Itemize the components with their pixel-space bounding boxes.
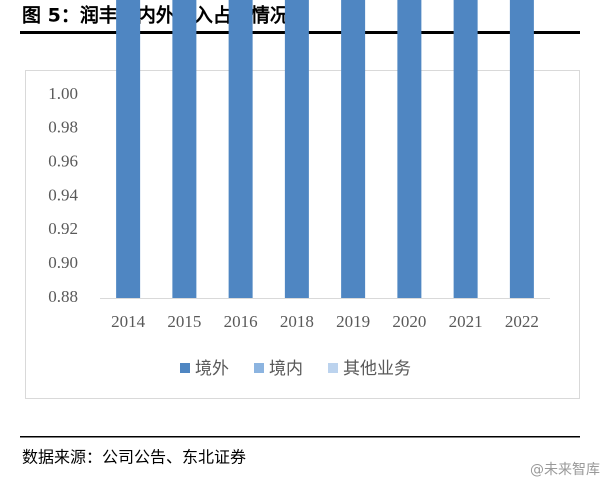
legend-label: 其他业务 [343, 359, 411, 379]
bar-segment [116, 0, 141, 298]
y-tick-label: 1.00 [48, 84, 78, 103]
y-tick-label: 0.96 [48, 152, 78, 171]
y-tick-label: 0.90 [48, 253, 78, 272]
x-tick-label: 2018 [280, 312, 314, 331]
x-tick-label: 2015 [167, 312, 201, 331]
y-tick-label: 0.94 [48, 185, 78, 204]
x-tick-label: 2019 [336, 312, 370, 331]
x-tick-label: 2021 [449, 312, 483, 331]
bar-segment [228, 0, 253, 298]
x-tick-label: 2014 [111, 312, 146, 331]
watermark: @未来智库 [530, 462, 600, 478]
chart-title: 图 5：润丰境内外收入占比情况 [22, 4, 289, 27]
x-tick-label: 2022 [505, 312, 539, 331]
legend-swatch [254, 363, 264, 373]
legend-swatch [180, 363, 190, 373]
bar-segment [509, 0, 534, 298]
y-tick-label: 0.92 [48, 219, 78, 238]
legend-label: 境外 [195, 359, 229, 379]
bar-segment [284, 0, 309, 298]
legend-label: 境内 [269, 359, 303, 379]
y-tick-label: 0.98 [48, 118, 78, 137]
y-tick-label: 0.88 [48, 287, 78, 306]
source: 数据来源：公司公告、东北证券 [22, 448, 246, 467]
bar-segment [341, 0, 366, 298]
bar-segment [453, 0, 478, 298]
bar-segment [172, 0, 197, 298]
x-tick-label: 2020 [392, 312, 426, 331]
x-tick-label: 2016 [224, 312, 258, 331]
bar-segment [397, 0, 422, 298]
legend-swatch [328, 363, 338, 373]
source-rule [20, 436, 580, 438]
